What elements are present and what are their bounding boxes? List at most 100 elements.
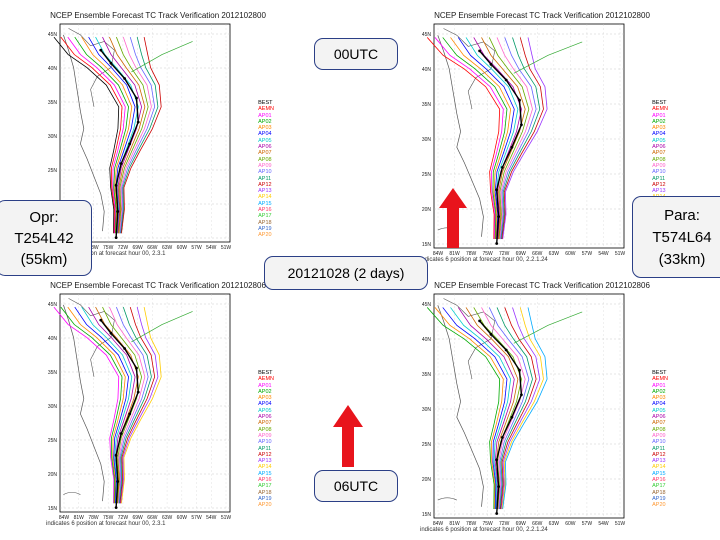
legend-entry: AP04 [652, 401, 666, 408]
lon-label: 54W [206, 515, 217, 521]
lat-label: 45N [422, 302, 432, 308]
legend-entry: AEMN [652, 106, 668, 113]
ensemble-track [81, 36, 133, 234]
callout-opr-line2: T254L42 [14, 230, 74, 247]
lon-label: 69W [132, 515, 143, 521]
legend-entry: AP02 [258, 388, 272, 395]
callout-date-text: 20121028 (2 days) [287, 265, 405, 281]
lat-label: 20N [422, 477, 432, 483]
legend-entry: AP14 [258, 464, 272, 471]
legend-entry: AP07 [652, 150, 666, 157]
legend-entry: AP12 [258, 451, 272, 458]
lat-label: 30N [422, 137, 432, 143]
legend-entry: AP09 [258, 162, 272, 169]
panel-caption: indicates 6 position at forecast hour 00… [420, 527, 548, 533]
ensemble-track [67, 36, 126, 234]
ensemble-track [131, 311, 193, 343]
legend-entry: AP12 [652, 451, 666, 458]
best-track-point [501, 435, 504, 439]
ensemble-track [115, 306, 149, 504]
lat-label: 35N [422, 102, 432, 108]
lat-label: 15N [422, 512, 432, 518]
lat-label: 40N [48, 336, 58, 342]
legend-entry: AP05 [652, 137, 666, 144]
ensemble-track [502, 37, 548, 240]
best-track [100, 319, 139, 508]
panel-para-06utc: 45N 40N 35N 30N 25N 20N 15N 84W 81W 78W 75W 72W 69W 6… [412, 278, 672, 536]
legend-entry: AP07 [652, 420, 666, 427]
legend-entry: AP18 [258, 219, 272, 226]
panel-title: NCEP Ensemble Forecast TC Track Verifica… [50, 281, 266, 290]
lon-label: 75W [482, 521, 493, 527]
legend-entry: AP08 [652, 156, 666, 163]
ensemble-track [53, 36, 120, 234]
legend-entry: AP05 [258, 137, 272, 144]
legend-entry: AP12 [258, 181, 272, 188]
lon-label: 72W [118, 515, 129, 521]
lon-label: 81W [74, 515, 85, 521]
ensemble-track [513, 41, 583, 74]
ensemble-track [500, 307, 541, 510]
lat-label: 25N [422, 172, 432, 178]
best-track-point [99, 318, 103, 322]
lon-label: 60W [565, 251, 576, 257]
panel-opr-06utc: 45N 40N 35N 30N 25N 20N 15N 84W 81W 78W 75W 72W 69W 6… [38, 278, 278, 530]
lat-label: 30N [422, 407, 432, 413]
legend-entry: AP03 [258, 395, 272, 402]
panel-title: NCEP Ensemble Forecast TC Track Verifica… [434, 11, 650, 20]
ensemble-track [450, 307, 512, 510]
lon-label: 63W [549, 251, 560, 257]
best-track-point [518, 98, 521, 102]
lon-label: 51W [221, 515, 232, 521]
legend-entry: AP17 [258, 213, 272, 220]
ensemble-track [109, 36, 146, 234]
best-track [479, 320, 523, 514]
ensemble-track [513, 311, 583, 344]
legend-entry: AP16 [652, 477, 666, 484]
best-track-point [495, 458, 499, 462]
legend-entry: AP15 [652, 470, 666, 477]
legend-entry: AP01 [652, 112, 666, 119]
best-track-point [123, 77, 126, 80]
up-arrow-icon [333, 405, 363, 467]
callout-opr: Opr: T254L42 (55km) [0, 200, 92, 276]
lat-label: 40N [422, 337, 432, 343]
best-track-point [510, 145, 514, 149]
ensemble-track [496, 307, 533, 510]
ensemble-track [434, 37, 504, 240]
lat-label: 40N [48, 66, 58, 72]
lon-label: 51W [615, 521, 626, 527]
best-track-point [99, 48, 103, 52]
legend: BEST AEMN AP01 AP02 AP03 AP04 AP05 AP06 AP07 AP08… [258, 100, 274, 239]
lon-label: 66W [147, 515, 158, 521]
ensemble-track [74, 36, 129, 234]
ensemble-track [74, 306, 129, 504]
lon-label: 57W [191, 515, 202, 521]
legend-entry: AP04 [258, 131, 272, 138]
legend-entry: AP11 [258, 445, 272, 452]
ensemble-track [442, 307, 508, 510]
lat-label: 40N [422, 67, 432, 73]
legend-entry: AP11 [258, 175, 272, 182]
best-track-point [520, 123, 523, 127]
ensemble-track [102, 306, 143, 504]
legend-entry: AP08 [652, 426, 666, 433]
best-track-point [114, 506, 118, 510]
lat-label: 35N [422, 372, 432, 378]
best-track [100, 49, 139, 238]
lon-label: 66W [147, 245, 158, 251]
lon-label: 72W [499, 521, 510, 527]
lat-label: 30N [48, 134, 58, 140]
ensemble-track [119, 36, 156, 234]
lon-label: 72W [499, 251, 510, 257]
ensemble-track [442, 37, 508, 240]
legend-entry: AEMN [258, 106, 274, 113]
lon-label: 84W [433, 251, 444, 257]
lon-label: 72W [118, 245, 129, 251]
panel-caption: indicates 6 position at forecast hour 00… [46, 521, 166, 527]
lon-label: 57W [582, 251, 593, 257]
best-track-point [116, 210, 120, 213]
best-track-point [123, 347, 126, 350]
legend-entry: AP03 [652, 125, 666, 132]
